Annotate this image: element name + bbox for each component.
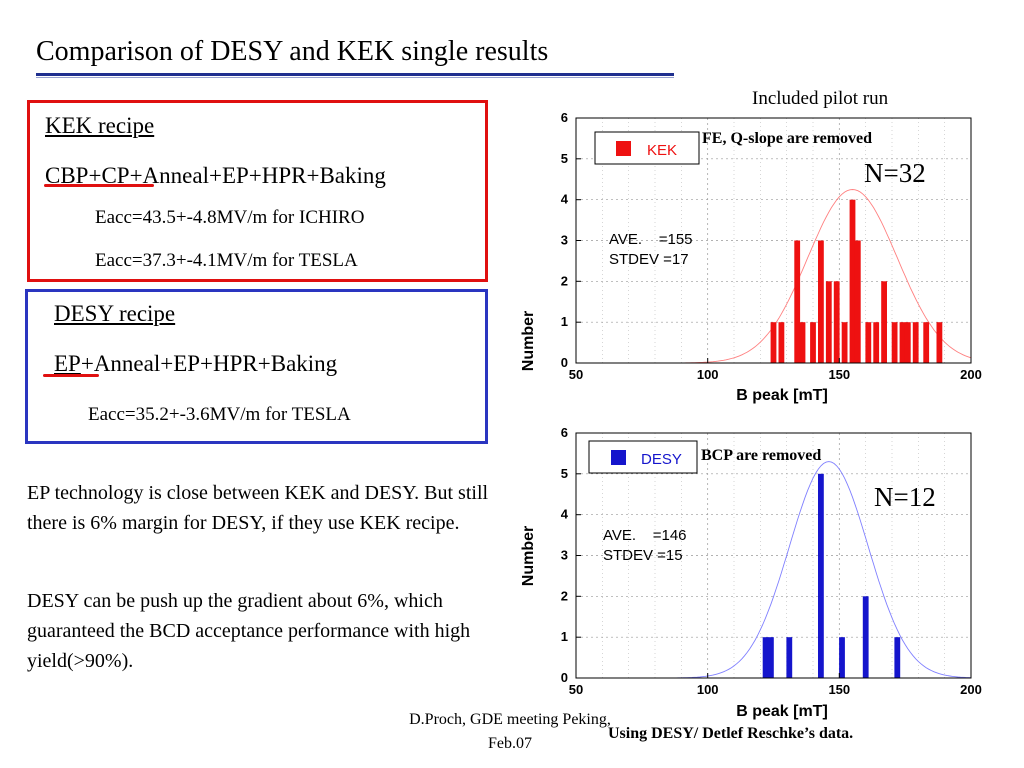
kek-bar bbox=[849, 199, 856, 363]
kek-bar bbox=[825, 281, 832, 363]
kek-x-axis-label: B peak [mT] bbox=[736, 387, 828, 404]
desy-x-tick-label: 200 bbox=[960, 682, 982, 697]
desy-legend-label: DESY bbox=[641, 451, 682, 468]
desy-tesla-result: Eacc=35.2+-3.6MV/m for TESLA bbox=[88, 404, 351, 425]
desy-bar bbox=[894, 637, 901, 678]
footer-credit: D.Proch, GDE meeting Peking, Feb.07 bbox=[380, 708, 640, 756]
desy-y-tick-label: 5 bbox=[561, 466, 568, 481]
kek-x-tick-label: 150 bbox=[828, 367, 850, 382]
kek-legend-box bbox=[594, 131, 700, 165]
kek-bar bbox=[904, 322, 911, 363]
kek-stat-average: AVE. =155 bbox=[609, 231, 693, 248]
desy-y-tick-label: 4 bbox=[561, 507, 569, 522]
desy-x-tick-label: 100 bbox=[697, 682, 719, 697]
kek-bar bbox=[799, 322, 806, 363]
desy-legend-box bbox=[588, 440, 698, 474]
kek-ichiro-result: Eacc=43.5+-4.8MV/m for ICHIRO bbox=[95, 207, 365, 228]
kek-bar bbox=[810, 322, 816, 363]
kek-tesla-result: Eacc=37.3+-4.1MV/m for TESLA bbox=[95, 250, 358, 271]
desy-y-tick-label: 0 bbox=[561, 670, 568, 685]
kek-histogram-chart: 50 100 150 200 0 1 2 3 4 5 6 KEK FE, Q-slope are r… bbox=[520, 110, 982, 404]
kek-x-tick-label: 200 bbox=[960, 367, 982, 382]
kek-legend-swatch bbox=[616, 141, 631, 156]
desy-n-label: N=12 bbox=[874, 482, 936, 512]
kek-recipe-underlined: CBP+CP bbox=[45, 163, 130, 188]
kek-y-tick-label: 6 bbox=[561, 110, 568, 125]
desy-recipe-rest: +Anneal+EP+HPR+Baking bbox=[80, 351, 338, 376]
kek-y-tick-label: 4 bbox=[561, 192, 569, 207]
kek-bar bbox=[854, 240, 861, 363]
kek-bar bbox=[794, 240, 801, 363]
kek-y-tick-label: 5 bbox=[561, 151, 568, 166]
desy-y-tick-label: 3 bbox=[561, 548, 568, 563]
kek-bar bbox=[923, 322, 930, 363]
kek-y-tick-label: 0 bbox=[561, 355, 568, 370]
desy-bar bbox=[839, 637, 845, 678]
kek-stat-stdev: STDEV =17 bbox=[609, 251, 689, 268]
kek-y-axis-label: Number bbox=[520, 311, 537, 371]
conclusion-paragraph: DESY can be push up the gradient about 6… bbox=[27, 590, 471, 672]
desy-y-tick-label: 2 bbox=[561, 588, 568, 603]
desy-bar bbox=[862, 596, 869, 678]
title-underline-shadow bbox=[36, 77, 674, 78]
kek-annotation: FE, Q-slope are removed bbox=[702, 130, 872, 147]
kek-bar bbox=[936, 322, 943, 363]
desy-y-tick-label: 6 bbox=[561, 425, 568, 440]
desy-red-mark bbox=[43, 374, 99, 377]
desy-annotation: BCP are removed bbox=[701, 447, 821, 464]
kek-recipe: CBP+CP+Anneal+EP+HPR+Baking bbox=[45, 163, 386, 189]
desy-recipe-box bbox=[25, 289, 488, 444]
desy-bar bbox=[818, 473, 824, 678]
desy-heading: DESY recipe bbox=[54, 301, 176, 326]
desy-x-tick-label: 50 bbox=[569, 682, 583, 697]
kek-bar bbox=[833, 281, 840, 363]
page-title: Comparison of DESY and KEK single result… bbox=[36, 36, 549, 67]
kek-bar bbox=[770, 322, 777, 363]
desy-stat-average: AVE. =146 bbox=[603, 527, 687, 544]
kek-plot-area: 50 100 150 200 0 1 2 3 4 5 6 bbox=[561, 110, 982, 382]
desy-recipe-underlined: EP bbox=[54, 351, 81, 376]
desy-bar bbox=[768, 637, 774, 678]
desy-y-axis-label: Number bbox=[520, 526, 537, 586]
desy-recipe: EP+Anneal+EP+HPR+Baking bbox=[54, 351, 337, 377]
desy-plot-area: 50 100 150 200 0 1 2 3 4 5 6 bbox=[561, 425, 982, 697]
kek-recipe-rest: +Anneal+EP+HPR+Baking bbox=[129, 163, 386, 188]
footer-line-1: D.Proch, GDE meeting Peking, bbox=[409, 711, 611, 728]
footer-line-2: Feb.07 bbox=[488, 735, 532, 752]
desy-bar bbox=[786, 637, 793, 678]
kek-bar bbox=[881, 281, 887, 363]
title-underline bbox=[36, 73, 674, 76]
desy-y-tick-label: 1 bbox=[561, 629, 568, 644]
kek-recipe-box bbox=[27, 100, 488, 282]
kek-legend-label: KEK bbox=[647, 142, 677, 159]
comparison-paragraph: EP technology is close between KEK and D… bbox=[27, 482, 489, 534]
kek-bar bbox=[891, 322, 898, 363]
kek-bar bbox=[899, 322, 906, 363]
kek-x-tick-label: 50 bbox=[569, 367, 583, 382]
kek-y-tick-label: 1 bbox=[561, 314, 568, 329]
kek-bar bbox=[873, 322, 880, 363]
desy-bar bbox=[762, 637, 769, 678]
kek-y-tick-label: 2 bbox=[561, 273, 568, 288]
kek-x-tick-label: 100 bbox=[697, 367, 719, 382]
desy-legend-swatch bbox=[611, 450, 626, 465]
data-source-note: Using DESY/ Detlef Reschke’s data. bbox=[608, 725, 854, 742]
kek-bar bbox=[912, 322, 919, 363]
kek-n-label: N=32 bbox=[864, 158, 926, 188]
desy-x-axis-label: B peak [mT] bbox=[736, 703, 828, 720]
kek-red-mark bbox=[44, 184, 154, 187]
desy-stat-stdev: STDEV =15 bbox=[603, 547, 683, 564]
kek-bar bbox=[841, 322, 848, 363]
pilot-run-note: Included pilot run bbox=[752, 88, 889, 109]
kek-bar bbox=[818, 240, 824, 363]
kek-bar bbox=[865, 322, 872, 363]
kek-bar bbox=[778, 322, 785, 363]
desy-x-tick-label: 150 bbox=[828, 682, 850, 697]
kek-y-tick-label: 3 bbox=[561, 233, 568, 248]
kek-heading: KEK recipe bbox=[45, 113, 155, 138]
